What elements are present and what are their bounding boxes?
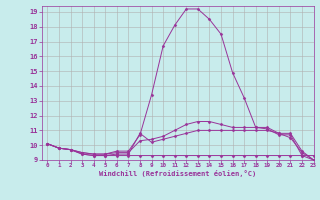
X-axis label: Windchill (Refroidissement éolien,°C): Windchill (Refroidissement éolien,°C) <box>99 170 256 177</box>
